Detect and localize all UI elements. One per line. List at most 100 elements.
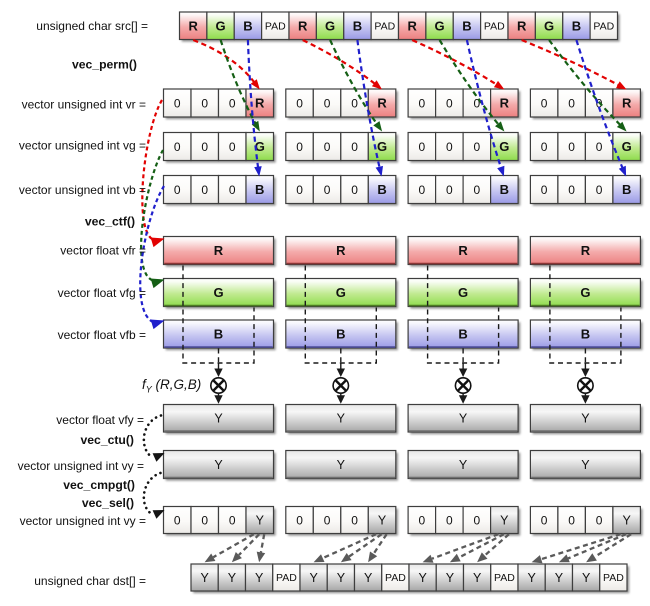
svg-text:B: B [214, 327, 223, 342]
svg-text:0: 0 [419, 96, 426, 110]
svg-text:Y: Y [255, 571, 264, 585]
svg-text:0: 0 [324, 96, 331, 110]
svg-text:0: 0 [474, 140, 481, 154]
svg-text:R: R [214, 243, 224, 258]
svg-text:unsigned char dst[] =: unsigned char dst[] = [34, 574, 146, 588]
svg-text:0: 0 [351, 513, 358, 527]
svg-text:0: 0 [201, 96, 208, 110]
svg-text:vector float vfb =: vector float vfb = [58, 328, 146, 342]
svg-text:0: 0 [568, 96, 575, 110]
svg-text:vec_ctf(): vec_ctf() [85, 214, 135, 228]
svg-text:0: 0 [446, 513, 453, 527]
svg-text:vector float vfy =: vector float vfy = [56, 413, 144, 427]
svg-text:0: 0 [174, 96, 181, 110]
svg-text:0: 0 [596, 513, 603, 527]
svg-text:0: 0 [351, 96, 358, 110]
svg-text:G: G [544, 18, 554, 33]
svg-text:Y: Y [446, 571, 455, 585]
svg-text:G: G [215, 18, 225, 33]
svg-text:B: B [622, 182, 631, 197]
svg-text:Y: Y [214, 412, 223, 426]
svg-text:0: 0 [229, 183, 236, 197]
svg-text:0: 0 [474, 96, 481, 110]
svg-text:0: 0 [541, 96, 548, 110]
svg-text:0: 0 [296, 183, 303, 197]
svg-text:0: 0 [419, 513, 426, 527]
svg-text:R: R [581, 243, 591, 258]
svg-text:R: R [377, 96, 387, 111]
svg-text:vec_ctu(): vec_ctu() [80, 433, 134, 447]
svg-text:vector float vfg =: vector float vfg = [58, 286, 146, 300]
svg-text:R: R [500, 96, 510, 111]
svg-text:vec_perm(): vec_perm() [72, 57, 137, 71]
svg-text:PAD: PAD [494, 572, 515, 584]
svg-text:Y: Y [337, 571, 346, 585]
svg-text:PAD: PAD [603, 572, 624, 584]
svg-text:0: 0 [296, 96, 303, 110]
svg-text:0: 0 [596, 140, 603, 154]
svg-text:R: R [255, 96, 265, 111]
svg-text:Y: Y [622, 513, 631, 527]
svg-text:0: 0 [568, 183, 575, 197]
svg-text:0: 0 [324, 513, 331, 527]
svg-text:PAD: PAD [374, 20, 395, 32]
svg-text:0: 0 [541, 140, 548, 154]
svg-text:G: G [434, 18, 444, 33]
svg-text:Y: Y [582, 571, 591, 585]
svg-text:R: R [517, 18, 527, 33]
svg-text:0: 0 [174, 140, 181, 154]
svg-text:G: G [580, 285, 590, 300]
svg-text:PAD: PAD [265, 20, 286, 32]
svg-text:unsigned char src[] =: unsigned char src[] = [36, 19, 148, 33]
svg-text:B: B [255, 182, 264, 197]
svg-text:0: 0 [174, 513, 181, 527]
svg-text:B: B [243, 18, 252, 33]
svg-text:0: 0 [324, 140, 331, 154]
svg-text:R: R [407, 18, 417, 33]
svg-text:0: 0 [474, 513, 481, 527]
svg-text:0: 0 [201, 140, 208, 154]
svg-text:Y: Y [337, 458, 346, 472]
svg-text:Y: Y [527, 571, 536, 585]
svg-text:B: B [462, 18, 471, 33]
svg-text:Y: Y [214, 458, 223, 472]
svg-text:vector unsigned int vr =: vector unsigned int vr = [22, 97, 146, 111]
svg-text:G: G [325, 18, 335, 33]
svg-text:0: 0 [568, 513, 575, 527]
svg-text:Y: Y [581, 412, 590, 426]
svg-text:Y: Y [309, 571, 318, 585]
svg-text:0: 0 [446, 140, 453, 154]
svg-text:vector unsigned int vy =: vector unsigned int vy = [20, 514, 146, 528]
svg-text:R: R [622, 96, 632, 111]
svg-text:B: B [458, 327, 467, 342]
svg-text:Y: Y [228, 571, 237, 585]
svg-text:Y: Y [378, 513, 387, 527]
svg-text:Y: Y [581, 458, 590, 472]
svg-text:0: 0 [174, 183, 181, 197]
svg-text:PAD: PAD [484, 20, 505, 32]
svg-text:vector unsigned int vb =: vector unsigned int vb = [19, 183, 146, 197]
svg-text:Y: Y [337, 412, 346, 426]
svg-text:G: G [622, 139, 632, 154]
svg-text:0: 0 [446, 96, 453, 110]
svg-text:PAD: PAD [276, 572, 297, 584]
svg-text:B: B [500, 182, 509, 197]
svg-text:G: G [377, 139, 387, 154]
svg-text:0: 0 [596, 183, 603, 197]
svg-text:G: G [255, 139, 265, 154]
svg-text:G: G [458, 285, 468, 300]
svg-text:B: B [336, 327, 345, 342]
svg-text:Y: Y [256, 513, 265, 527]
svg-text:G: G [336, 285, 346, 300]
svg-text:Y: Y [459, 458, 468, 472]
svg-text:0: 0 [296, 513, 303, 527]
svg-text:0: 0 [201, 183, 208, 197]
svg-text:Y: Y [500, 513, 509, 527]
svg-text:0: 0 [201, 513, 208, 527]
svg-text:Y: Y [459, 412, 468, 426]
svg-text:R: R [188, 18, 198, 33]
svg-text:B: B [572, 18, 581, 33]
svg-text:0: 0 [296, 140, 303, 154]
svg-text:vec_sel(): vec_sel() [82, 496, 134, 510]
svg-text:0: 0 [229, 140, 236, 154]
